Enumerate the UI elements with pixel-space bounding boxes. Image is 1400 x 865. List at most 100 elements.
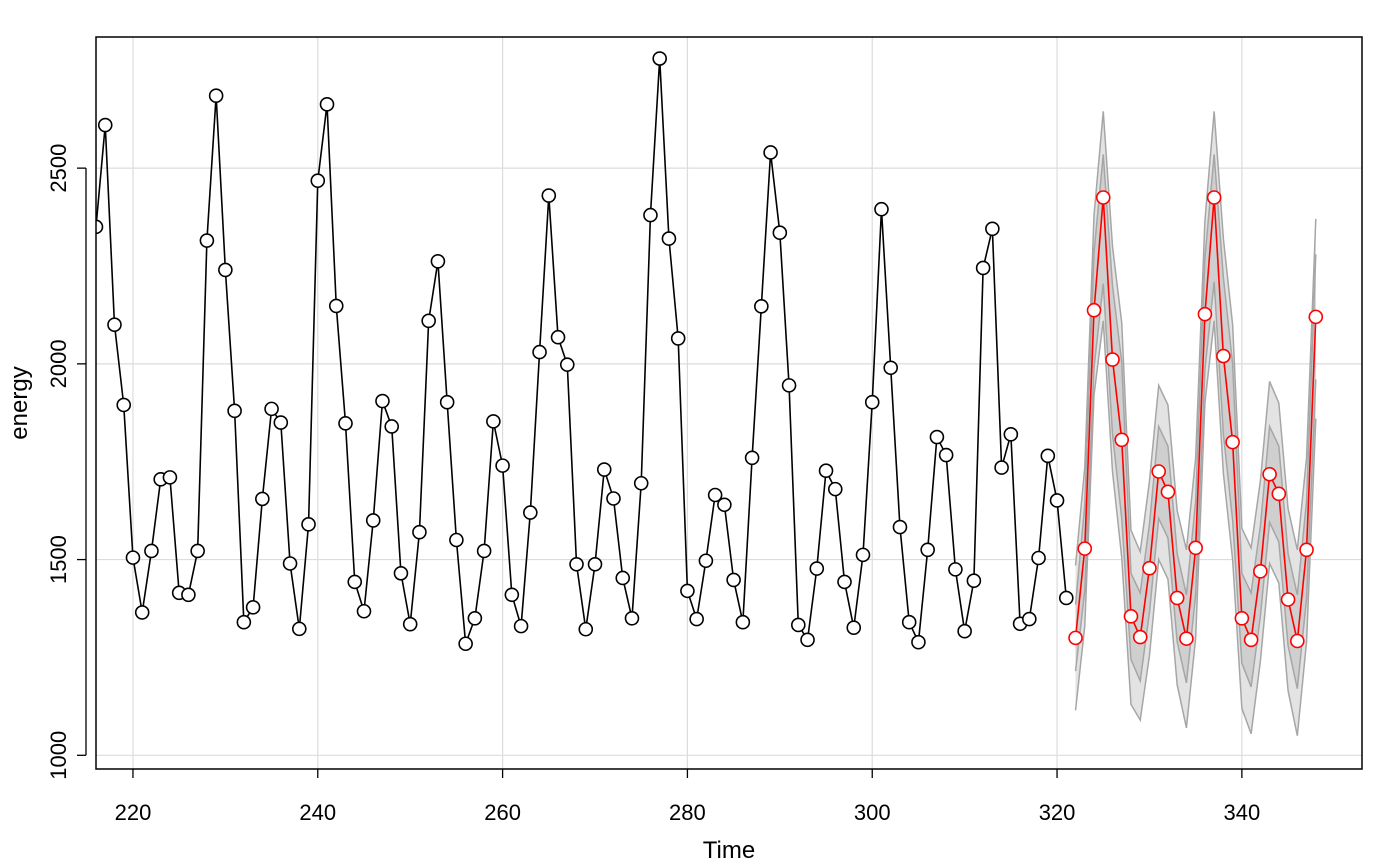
- observed-point: [846, 620, 862, 635]
- observed-point: [439, 394, 455, 410]
- y-tick-label: 1500: [46, 535, 71, 584]
- observed-point: [578, 621, 594, 637]
- observed-point: [144, 543, 159, 559]
- observed-point: [218, 262, 233, 278]
- observed-point: [615, 570, 631, 586]
- y-tick-label: 2500: [46, 144, 71, 193]
- observed-point: [689, 611, 704, 627]
- observed-point: [670, 331, 686, 346]
- observed-point: [393, 565, 409, 581]
- inner-interval-band-lower-edge: [1074, 281, 1317, 689]
- observed-point: [735, 614, 751, 630]
- observed-point: [384, 419, 400, 434]
- observed-point: [208, 88, 224, 104]
- outer-interval-band-lower-edge: [1074, 320, 1317, 736]
- observed-point: [818, 463, 834, 479]
- observed-point: [624, 610, 640, 626]
- forecast-point: [1290, 633, 1305, 649]
- observed-point: [864, 394, 880, 410]
- observed-point: [791, 617, 806, 633]
- observed-point: [550, 329, 566, 345]
- observed-point: [495, 458, 510, 473]
- observed-point: [541, 188, 557, 203]
- observed-point: [938, 447, 954, 463]
- observed-point: [606, 491, 621, 506]
- observed-point: [957, 623, 972, 639]
- y-tick-label: 1000: [46, 731, 71, 780]
- observed-point: [892, 519, 908, 535]
- forecast-point: [1243, 632, 1259, 648]
- observed-point: [310, 173, 326, 188]
- observed-point: [698, 553, 714, 569]
- observed-point: [421, 313, 436, 329]
- observed-series-line: [96, 57, 1068, 645]
- observed-point: [523, 505, 538, 520]
- observed-point: [402, 616, 418, 632]
- axes: 220 240 260 280 300 320 340 1000 1500 2000 2500: [46, 144, 1260, 825]
- observed-point: [504, 587, 520, 603]
- forecast-point: [1225, 434, 1240, 450]
- prediction-bands: [1074, 111, 1317, 736]
- observed-point: [587, 556, 603, 572]
- forecast-point: [1253, 564, 1268, 579]
- observed-point: [181, 587, 196, 603]
- observed-point: [800, 632, 815, 648]
- forecast-point: [1179, 631, 1194, 646]
- observed-point: [707, 487, 723, 503]
- observed-point: [994, 460, 1009, 475]
- plot-frame: [95, 36, 1363, 770]
- observed-point: [532, 344, 547, 360]
- forecast-point: [1068, 630, 1083, 646]
- forecast-point: [1160, 484, 1176, 500]
- x-tick-label: 320: [1039, 800, 1076, 825]
- observed-point: [449, 532, 464, 548]
- observed-point: [301, 517, 316, 532]
- forecast-point: [1142, 560, 1157, 576]
- forecast-point: [1197, 306, 1213, 322]
- observed-point: [365, 513, 381, 528]
- observed-point: [772, 225, 788, 241]
- inner-interval-band-upper-edge: [1074, 154, 1317, 605]
- observed-point: [827, 481, 843, 497]
- observed-point: [596, 462, 612, 477]
- y-tick-label: 2000: [46, 339, 71, 388]
- observed-point: [966, 573, 982, 589]
- observed-point: [273, 415, 289, 430]
- observed-point: [744, 450, 760, 466]
- forecast-point: [1188, 540, 1203, 556]
- observed-point: [347, 574, 363, 590]
- observed-point: [430, 253, 446, 269]
- observed-point: [1022, 611, 1037, 627]
- y-axis-title: energy: [6, 366, 33, 439]
- observed-point: [837, 574, 852, 590]
- observed-point: [255, 491, 270, 507]
- observed-point: [920, 542, 935, 558]
- observed-point: [754, 299, 769, 314]
- observed-point: [236, 614, 252, 630]
- observed-point: [929, 429, 945, 445]
- forecast-point: [1206, 190, 1222, 205]
- observed-point: [1040, 448, 1056, 464]
- observed-point: [375, 393, 390, 409]
- x-tick-label: 300: [854, 800, 891, 825]
- observed-point: [319, 97, 335, 112]
- observed-point: [96, 219, 104, 235]
- forecast-point: [1308, 309, 1324, 325]
- forecast-point: [1216, 348, 1231, 364]
- observed-point: [107, 317, 122, 333]
- x-tick-label: 260: [484, 800, 521, 825]
- forecast-point: [1280, 592, 1296, 607]
- observed-point: [809, 561, 825, 576]
- observed-point: [763, 145, 778, 160]
- observed-point: [291, 621, 307, 637]
- observed-point: [1031, 550, 1046, 566]
- x-tick-label: 220: [115, 800, 152, 825]
- forecast-point: [1123, 609, 1139, 624]
- observed-point: [190, 543, 205, 559]
- observed-point: [458, 636, 473, 652]
- observed-point: [328, 298, 344, 314]
- observed-point: [855, 547, 871, 563]
- forecast-point: [1114, 432, 1130, 448]
- observed-point: [717, 497, 732, 513]
